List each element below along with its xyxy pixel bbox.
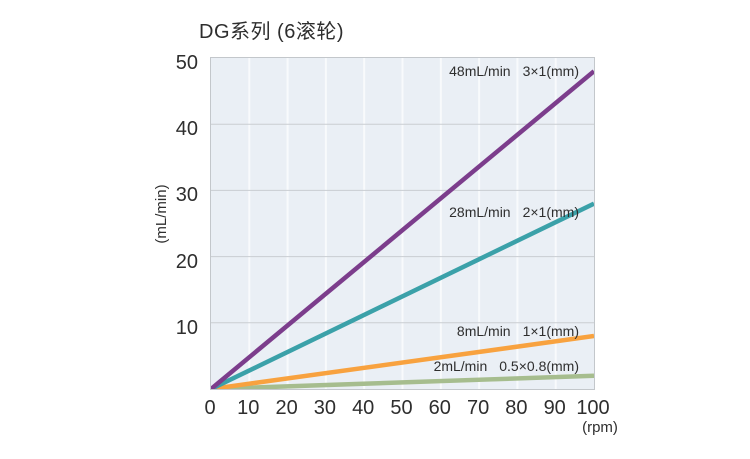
series-line (211, 373, 594, 389)
plot-canvas (211, 58, 594, 389)
series-tube-size-label: 2×1(mm) (522, 203, 579, 220)
series-flow-label: 48mL/min (449, 63, 511, 80)
x-tick-label: 30 (313, 397, 337, 419)
series-line (211, 333, 594, 389)
series-label: 8mL/min 1×1(mm) (457, 323, 579, 339)
y-tick-label: 40 (175, 118, 198, 141)
x-tick-label: 50 (390, 397, 413, 419)
x-tick-label: 40 (352, 397, 375, 419)
series-label: 2mL/min 0.5×0.8(mm) (434, 358, 579, 374)
plot-area: 48mL/min 3×1(mm) 28mL/min 2×1(mm) 8mL/min 1×1… (210, 57, 595, 390)
x-tick-label: 10 (237, 397, 260, 419)
series-label: 48mL/min 3×1(mm) (449, 63, 579, 79)
x-tick-label: 20 (275, 397, 298, 419)
x-tick-label: 90 (543, 397, 566, 419)
series-label: 28mL/min 2×1(mm) (449, 204, 579, 220)
series-line (211, 201, 594, 389)
x-axis-unit-label: (rpm) (582, 419, 618, 436)
y-tick-label: 50 (175, 52, 198, 74)
series-tube-size-label: 1×1(mm) (522, 323, 579, 340)
series-line (211, 69, 594, 389)
y-axis-unit-label: (mL/min) (153, 184, 170, 244)
chart-title: DG系列 (6滚轮) (199, 21, 344, 43)
x-tick-label: 80 (505, 397, 528, 419)
x-tick-label: 70 (466, 397, 490, 419)
y-tick-label: 30 (175, 184, 198, 207)
y-tick-label: 20 (175, 250, 198, 273)
series-tube-size-label: 3×1(mm) (522, 63, 579, 80)
series-flow-label: 2mL/min (433, 357, 488, 374)
y-tick-label: 10 (175, 316, 198, 339)
series-tube-size-label: 0.5×0.8(mm) (499, 357, 579, 374)
x-tick-label: 100 (576, 397, 610, 419)
series-flow-label: 8mL/min (456, 323, 511, 340)
x-tick-label: 0 (204, 397, 216, 419)
series-flow-label: 28mL/min (449, 203, 511, 220)
x-tick-label: 60 (428, 397, 451, 419)
